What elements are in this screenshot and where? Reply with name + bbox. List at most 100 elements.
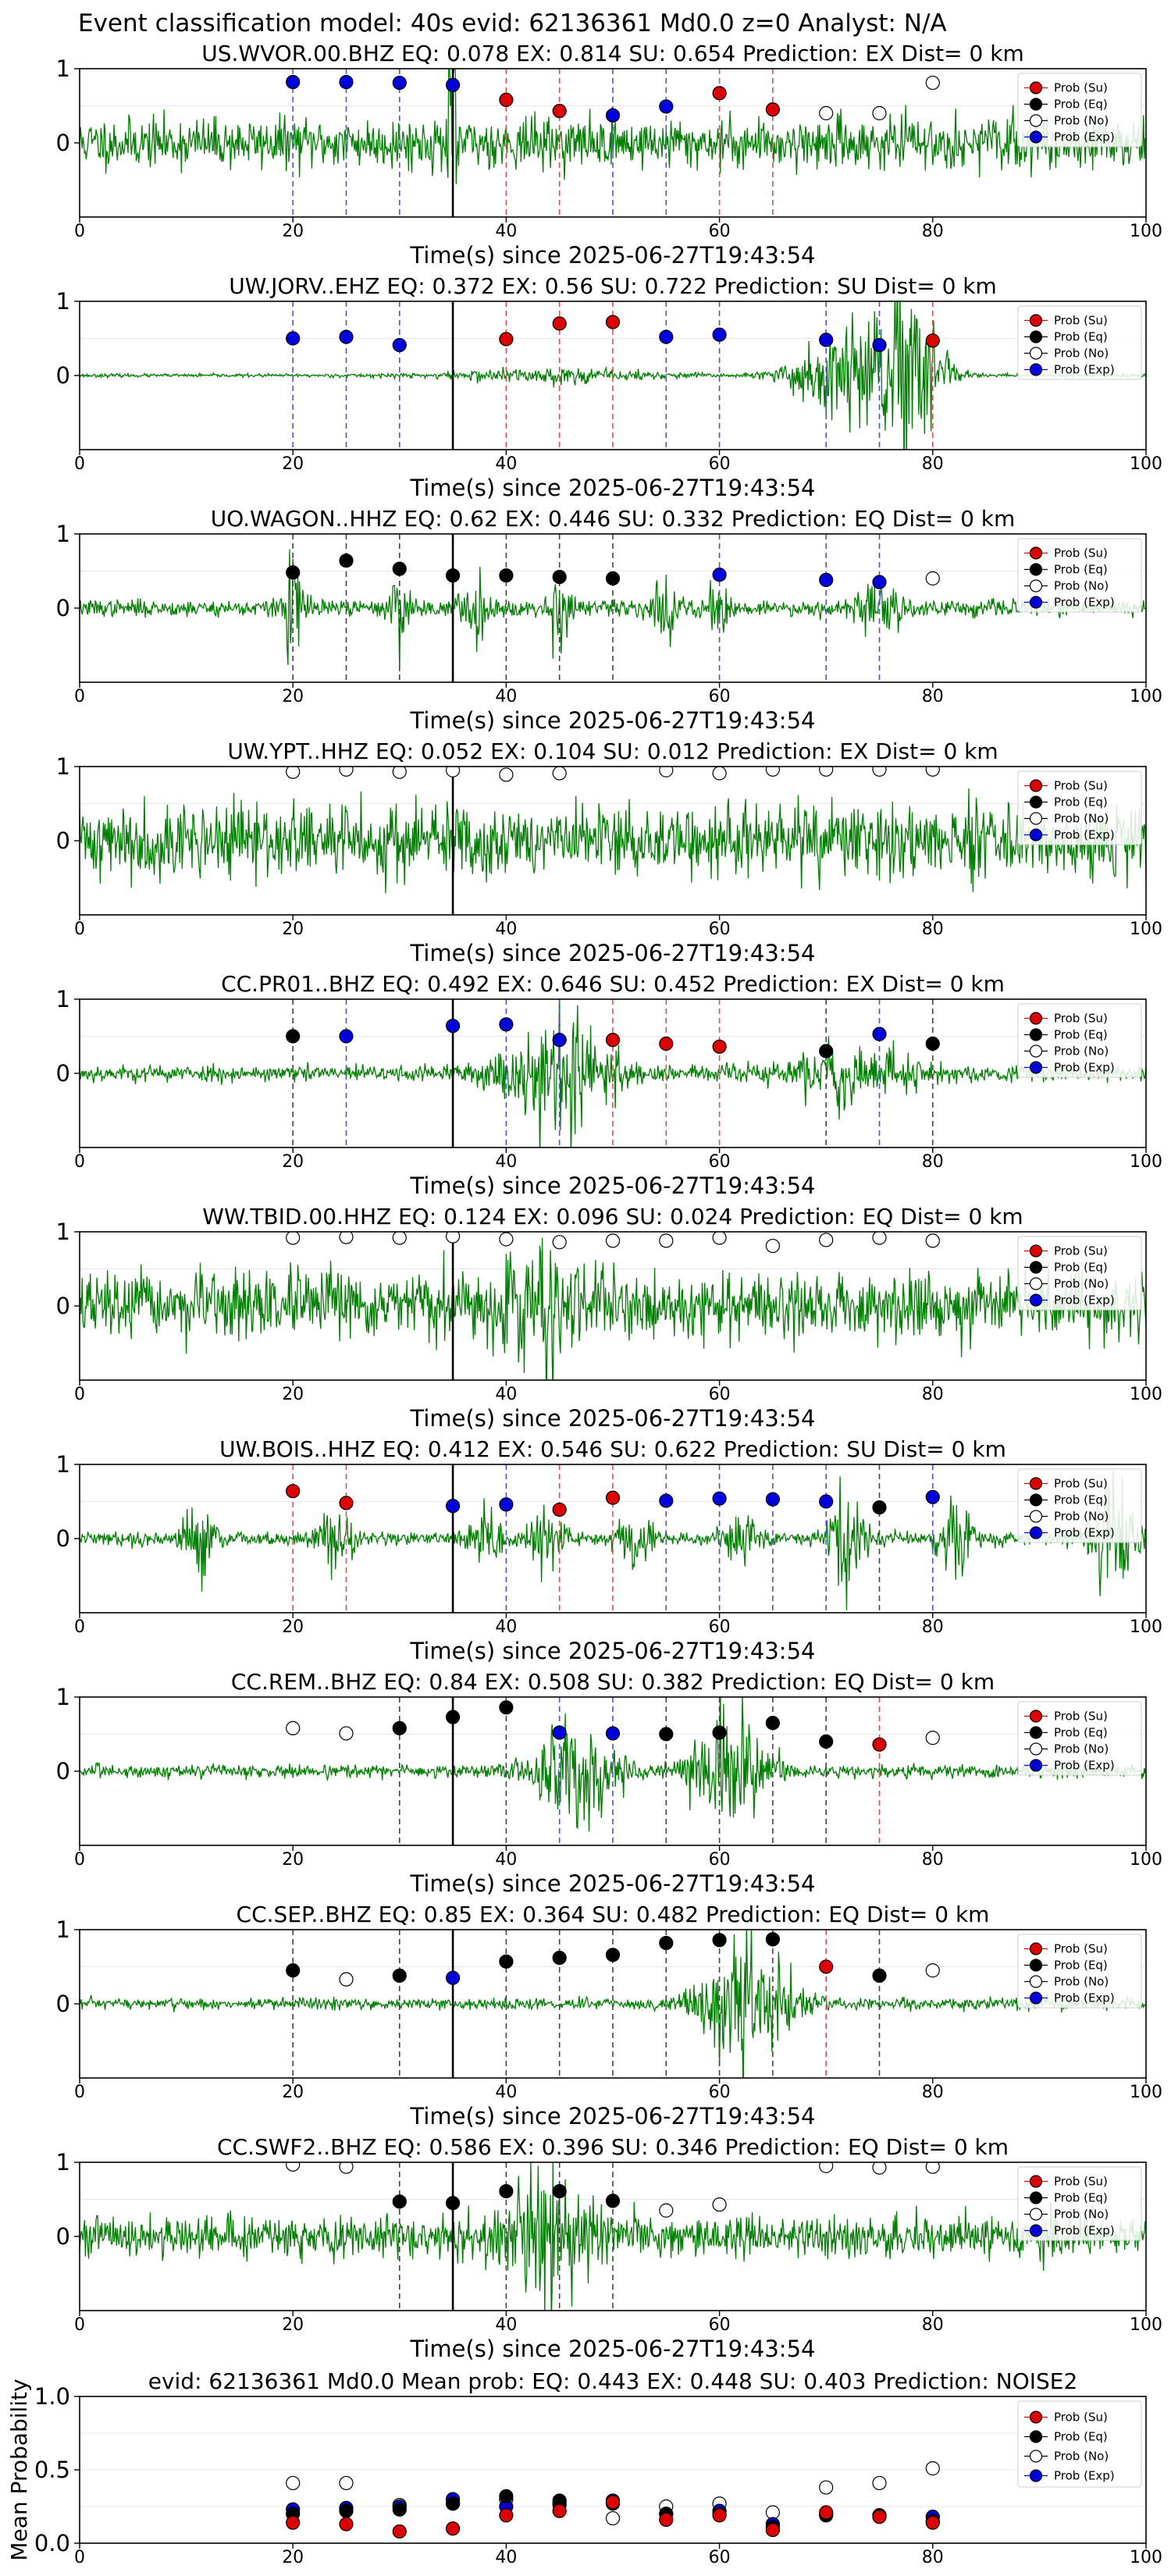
x-tick-label-3-2: 40 [495, 920, 517, 939]
legend-label-eq-10: Prob (Eq) [1054, 2430, 1108, 2444]
panel-title-1: UW.JORV..EHZ EQ: 0.372 EX: 0.56 SU: 0.72… [229, 273, 997, 299]
legend-label-exp-0: Prob (Exp) [1054, 130, 1115, 144]
prob-point-eq-7-4 [499, 1700, 514, 1715]
prob-point-no-7-12 [925, 1731, 940, 1745]
legend-marker-eq-10 [1029, 2430, 1043, 2443]
legend-label-eq-7: Prob (Eq) [1054, 1726, 1108, 1740]
x-tick-label-0-3: 60 [709, 222, 731, 241]
prob-point-eq-8-6 [605, 1948, 621, 1962]
legend-box-0 [1017, 73, 1142, 148]
legend-marker-exp-2 [1029, 596, 1043, 609]
legend-marker-no-8 [1029, 1975, 1043, 1988]
x-tick-label-2-3: 60 [709, 687, 731, 706]
prob-point-no-9-9 [819, 2162, 834, 2173]
prob-point-no-5-0 [286, 1232, 301, 1245]
y-tick-label-7-1: 0 [56, 1758, 70, 1784]
legend-label-no-6: Prob (No) [1054, 1510, 1109, 1524]
prob-point-su-6-4 [552, 1502, 567, 1517]
prob-point-eq-8-7 [659, 1936, 674, 1951]
legend-label-eq-1: Prob (Eq) [1054, 330, 1108, 344]
y-tick-label-2-0: 1 [56, 521, 70, 547]
legend-marker-su-2 [1029, 546, 1043, 560]
prob-point-exp-6-8 [765, 1492, 781, 1507]
x-tick-label-2-5: 100 [1130, 687, 1162, 706]
plot-area-8 [80, 1930, 1146, 2078]
figure-suptitle: Event classification model: 40s evid: 62… [78, 9, 947, 37]
x-tick-label-10-1: 20 [282, 2548, 304, 2567]
prob-point-exp-8-3 [445, 1970, 461, 1985]
x-tick-label-3-4: 80 [922, 920, 944, 939]
prob-point-su-1-3 [499, 332, 514, 347]
prob-point-su-0-5 [552, 104, 567, 119]
prob-point-no-5-2 [392, 1232, 407, 1245]
x-tick-label-9-5: 100 [1130, 2315, 1162, 2335]
prob-point-su-1-10 [925, 333, 940, 348]
x-tick-label-7-4: 80 [922, 1850, 944, 1870]
y-tick-label-1-0: 1 [56, 288, 70, 315]
legend-label-su-4: Prob (Su) [1054, 1012, 1108, 1026]
prob-point-eq-9-3 [445, 2196, 461, 2211]
prob-point-eq-7-2 [392, 1720, 407, 1735]
legend-marker-su-0 [1029, 81, 1043, 94]
mean-point-eq-3 [445, 2496, 461, 2511]
x-tick-label-8-1: 20 [282, 2083, 304, 2102]
legend-label-su-7: Prob (Su) [1054, 1710, 1108, 1724]
panel-7: CC.REM..BHZ EQ: 0.84 EX: 0.508 SU: 0.382… [56, 1669, 1162, 1897]
legend-label-eq-9: Prob (Eq) [1054, 2191, 1108, 2205]
mean-point-su-10 [819, 2505, 834, 2520]
x-tick-label-8-3: 60 [709, 2083, 731, 2102]
legend-marker-eq-0 [1029, 98, 1043, 111]
prob-point-no-5-1 [339, 1232, 354, 1244]
y-tick-label-4-1: 0 [56, 1060, 70, 1087]
legend-box-3 [1017, 770, 1142, 845]
x-tick-label-9-4: 80 [922, 2315, 944, 2335]
x-tick-label-3-3: 60 [709, 920, 731, 939]
x-tick-label-6-3: 60 [709, 1617, 731, 1637]
prob-point-no-8-12 [925, 1963, 940, 1978]
legend-marker-eq-3 [1029, 795, 1043, 809]
legend-marker-no-5 [1029, 1277, 1043, 1290]
prob-point-no-5-8 [712, 1232, 727, 1245]
mean-point-su-4 [499, 2508, 514, 2523]
mean-point-no-0 [286, 2475, 301, 2491]
plot-area-6 [80, 1464, 1146, 1613]
x-tick-label-0-4: 80 [922, 222, 944, 241]
legend-marker-su-3 [1029, 779, 1043, 792]
x-tick-label-5-1: 20 [282, 1385, 304, 1404]
legend-label-no-10: Prob (No) [1054, 2450, 1109, 2464]
mean-point-no-12 [925, 2461, 940, 2476]
y-tick-label-3-0: 1 [56, 753, 70, 780]
panel-1: UW.JORV..EHZ EQ: 0.372 EX: 0.56 SU: 0.72… [56, 273, 1162, 501]
panel-title-3: UW.YPT..HHZ EQ: 0.052 EX: 0.104 SU: 0.01… [227, 738, 998, 764]
legend-marker-su-10 [1029, 2411, 1043, 2424]
prob-point-su-4-6 [659, 1036, 674, 1051]
prob-point-exp-0-6 [605, 108, 621, 123]
legend-marker-eq-9 [1029, 2191, 1043, 2204]
mean-point-no-6 [605, 2510, 621, 2526]
mean-point-eq-1 [339, 2503, 354, 2518]
legend-label-no-4: Prob (No) [1054, 1044, 1109, 1059]
waveform-trace-4 [80, 999, 1146, 1147]
x-tick-label-2-4: 80 [922, 687, 944, 706]
prob-point-exp-0-0 [286, 74, 301, 90]
legend-marker-exp-7 [1029, 1759, 1043, 1772]
x-tick-label-0-5: 100 [1130, 222, 1162, 241]
x-axis-label-4: Time(s) since 2025-06-27T19:43:54 [410, 1172, 816, 1199]
x-tick-label-6-4: 80 [922, 1617, 944, 1637]
prob-point-eq-2-5 [552, 569, 567, 585]
legend-marker-exp-6 [1029, 1526, 1043, 1539]
x-tick-label-4-0: 0 [74, 1152, 85, 1172]
panel-3: UW.YPT..HHZ EQ: 0.052 EX: 0.104 SU: 0.01… [56, 738, 1162, 966]
y-tick-label-10-1: 0.5 [34, 2457, 70, 2483]
prob-point-eq-4-0 [286, 1029, 301, 1044]
prob-point-exp-1-8 [819, 333, 834, 347]
prob-point-exp-6-9 [819, 1494, 834, 1509]
x-tick-label-1-1: 20 [282, 454, 304, 474]
y-tick-label-6-0: 1 [56, 1451, 70, 1478]
prob-point-no-9-1 [339, 2162, 354, 2174]
legend-marker-exp-9 [1029, 2224, 1043, 2237]
legend-label-no-8: Prob (No) [1054, 1975, 1109, 1989]
y-tick-label-9-1: 0 [56, 2223, 70, 2250]
legend-label-eq-6: Prob (Eq) [1054, 1493, 1108, 1507]
legend-label-exp-1: Prob (Exp) [1054, 363, 1115, 377]
